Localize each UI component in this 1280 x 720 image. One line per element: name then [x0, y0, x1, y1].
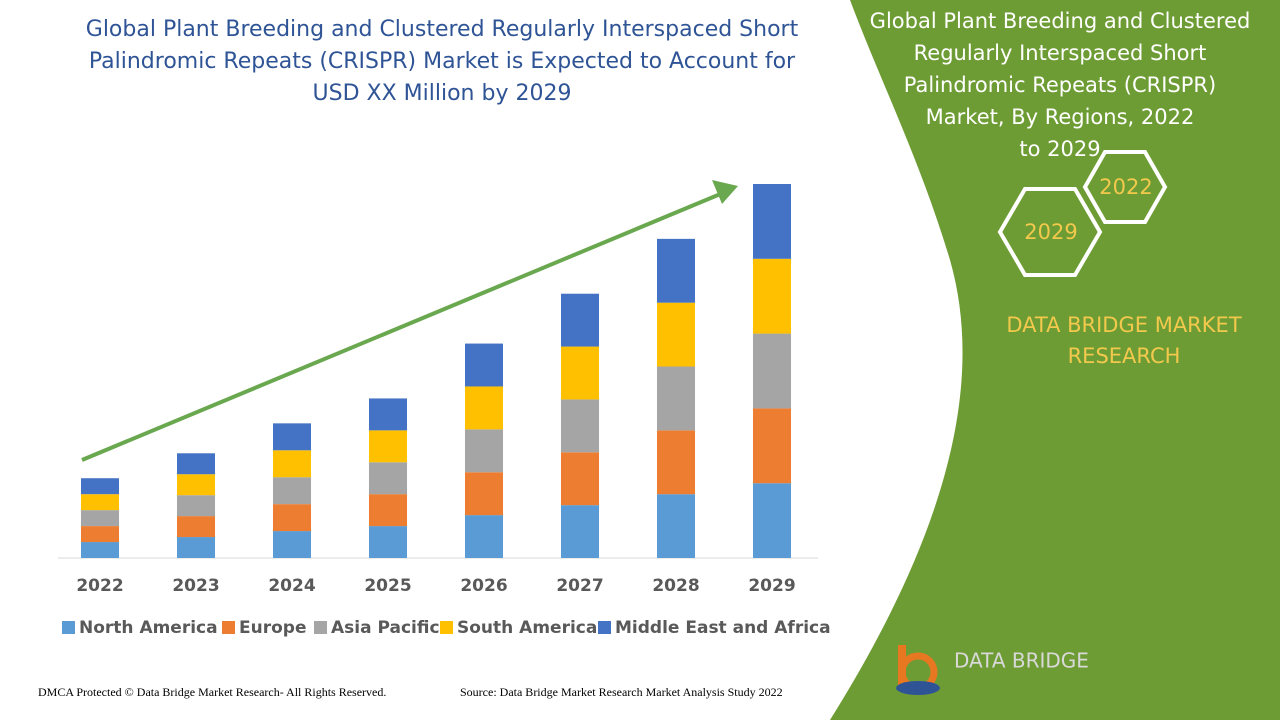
x-tick-label: 2028 [652, 576, 699, 596]
panel-title: Palindromic Repeats (CRISPR) [904, 73, 1216, 97]
bar-segment [561, 293, 599, 347]
bar-segment [273, 531, 311, 558]
hexagon [997, 187, 1103, 277]
bar-segment [177, 453, 215, 475]
bar-segment [465, 515, 503, 558]
panel-title: to 2029 [1019, 137, 1100, 161]
bar-segment [657, 302, 695, 367]
bar-segment [369, 526, 407, 558]
legend-label: South America [457, 618, 597, 638]
bar-segment [81, 510, 119, 527]
x-tick-label: 2029 [748, 576, 795, 596]
footer-text: DMCA Protected © Data Bridge Market Rese… [38, 685, 386, 699]
arrow-head [712, 180, 738, 204]
panel-title: Global Plant Breeding and Clustered [870, 9, 1251, 33]
legend-swatch [440, 621, 453, 634]
bar-segment [369, 494, 407, 527]
bar-segment [273, 450, 311, 478]
side-panel [830, 0, 1280, 720]
bar-segment [369, 430, 407, 463]
x-tick-label: 2026 [460, 576, 507, 596]
bar-segment [465, 429, 503, 473]
footer-text: Source: Data Bridge Market Research Mark… [460, 685, 783, 699]
legend-label: Asia Pacific [331, 618, 440, 638]
legend-swatch [314, 621, 327, 634]
bar-segment [177, 474, 215, 496]
hexagon [1082, 150, 1168, 224]
bar-segment [753, 333, 791, 409]
bar-segment [81, 526, 119, 543]
bar-segment [369, 462, 407, 495]
logo-text: DATA BRIDGE [954, 649, 1089, 673]
bar-segment [465, 386, 503, 430]
bar-segment [81, 494, 119, 511]
bar-segment [273, 423, 311, 451]
bar-segment [177, 516, 215, 538]
panel-title: Market, By Regions, 2022 [926, 105, 1195, 129]
bar-segment [561, 346, 599, 400]
x-tick-label: 2025 [364, 576, 411, 596]
x-tick-label: 2022 [76, 576, 123, 596]
hexagon-label: 2029 [1024, 220, 1077, 244]
bar-segment [561, 452, 599, 506]
bar-segment [81, 542, 119, 558]
bar-segment [657, 366, 695, 431]
bar-segment [753, 184, 791, 259]
hexagon-label: 2022 [1099, 175, 1152, 199]
chart-title: Palindromic Repeats (CRISPR) Market is E… [89, 49, 796, 74]
bar-segment [81, 478, 119, 495]
legend-label: Europe [239, 618, 306, 638]
bar-segment [177, 537, 215, 558]
bar-segment [465, 343, 503, 387]
legend-label: Middle East and Africa [615, 618, 831, 638]
bar-segment [273, 477, 311, 505]
bar-segment [753, 258, 791, 334]
logo: DATA BRIDGE [896, 645, 1089, 695]
bar-segment [657, 238, 695, 303]
trend-arrow [81, 188, 731, 462]
x-tick-label: 2027 [556, 576, 603, 596]
brand-text: RESEARCH [1068, 344, 1181, 368]
bar-segment [177, 495, 215, 517]
bar-segment [273, 504, 311, 532]
chart-title: Global Plant Breeding and Clustered Regu… [86, 17, 799, 42]
bar-segment [657, 494, 695, 558]
bar-segment [561, 505, 599, 558]
bar-segment [753, 408, 791, 484]
chart-title: USD XX Million by 2029 [313, 81, 572, 106]
bar-segment [753, 483, 791, 558]
legend-swatch [62, 621, 75, 634]
bar-segment [465, 472, 503, 516]
bar-segment [369, 398, 407, 431]
panel-title: Regularly Interspaced Short [914, 41, 1207, 65]
bar-segment [561, 399, 599, 453]
brand-text: DATA BRIDGE MARKET [1006, 313, 1241, 337]
legend-swatch [222, 621, 235, 634]
legend-swatch [598, 621, 611, 634]
x-tick-label: 2023 [172, 576, 219, 596]
bar-segment [657, 430, 695, 495]
legend-label: North America [79, 618, 218, 638]
x-tick-label: 2024 [268, 576, 315, 596]
